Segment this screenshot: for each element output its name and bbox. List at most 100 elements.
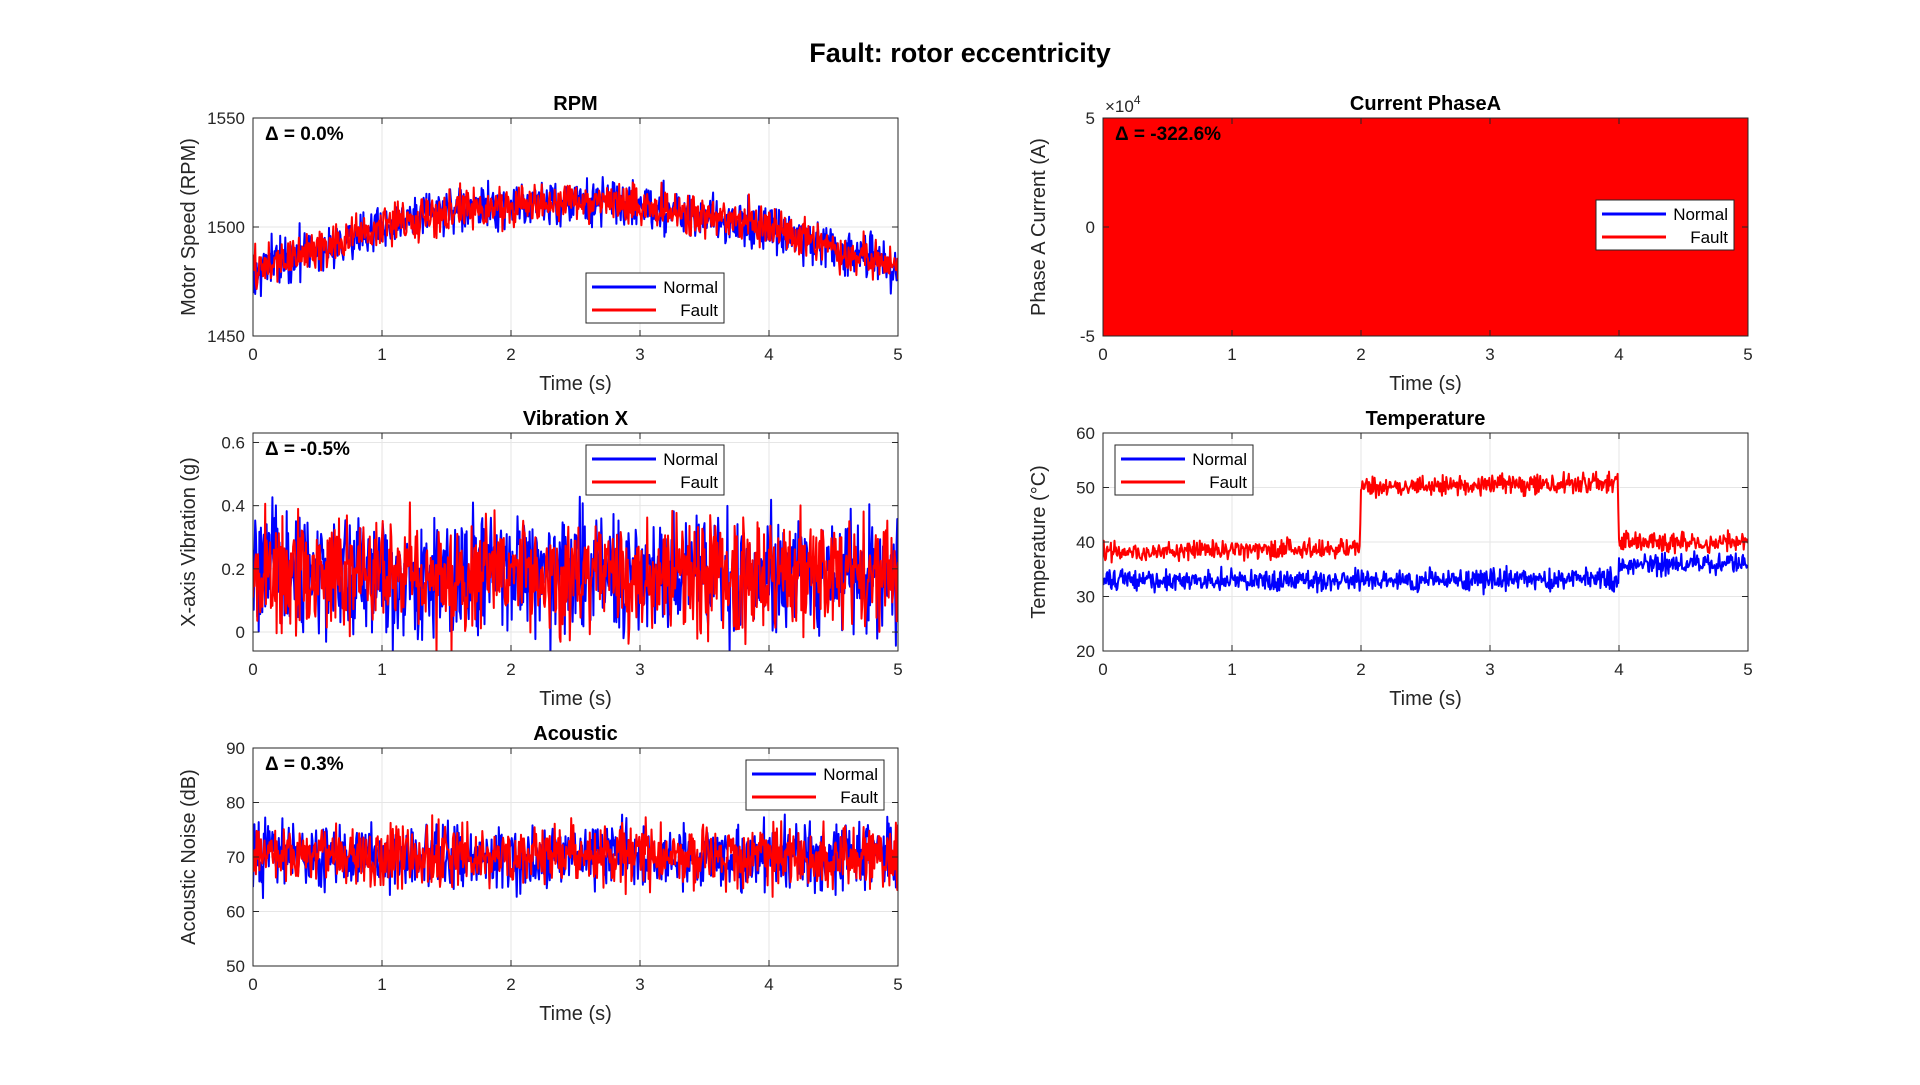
chart-title: Acoustic [533,723,617,745]
x-axis-label: Time (s) [1389,373,1462,395]
chart-vibx: 0 1 2 3 4 5 0 0.2 0.4 0.6 Vibration X Time (s) X-axi… [178,408,903,710]
x-tick-label: 0 [248,975,257,994]
x-tick-label: 4 [1614,660,1623,679]
axes-box [252,432,899,652]
x-tick-label: 2 [1356,345,1365,364]
y-tick-label: -5 [1080,327,1095,346]
y-tick-label: 50 [226,957,245,976]
series-line-fault [1103,118,1748,336]
y-tick-label: 5 [1086,109,1095,128]
legend-label-fault: Fault [1690,228,1728,247]
delta-annotation: Δ = 0.0% [265,124,344,145]
x-tick-label: 3 [635,660,644,679]
legend-label-normal: Normal [1192,450,1247,469]
x-tick-label: 2 [506,345,515,364]
x-axis-label: Time (s) [539,688,612,710]
chart-title: Temperature [1366,408,1486,430]
y-axis-label: Temperature (°C) [1028,465,1050,619]
chart-title: RPM [553,93,597,115]
legend-label-fault: Fault [1209,473,1247,492]
y-tick-label: 70 [226,848,245,867]
series-group [1103,470,1748,596]
x-axis-label: Time (s) [539,1003,612,1025]
legend-box [585,444,725,496]
x-tick-label: 0 [248,345,257,364]
legend: Normal Fault [585,444,725,496]
x-tick-label: 5 [1743,345,1752,364]
x-tick-label: 1 [1227,660,1236,679]
x-tick-label: 4 [764,345,773,364]
y-tick-label: 0.6 [221,433,245,452]
y-tick-label: 1450 [207,327,245,346]
series-line-fault [253,501,898,651]
x-tick-label: 5 [893,975,902,994]
x-tick-label: 0 [248,660,257,679]
series-line-fault [253,181,898,290]
series-line-fault [1103,470,1748,564]
x-tick-label: 4 [764,660,773,679]
x-tick-label: 4 [764,975,773,994]
chart-rpm: 0 1 2 3 4 5 1450 1500 1550 RPM Time (s) Motor Speed… [178,93,903,395]
delta-annotation: Δ = -0.5% [265,439,350,460]
x-tick-label: 1 [1227,345,1236,364]
x-tick-label: 4 [1614,345,1623,364]
y-tick-label: 0 [1086,218,1095,237]
x-tick-label: 0 [1098,660,1107,679]
x-tick-label: 0 [1098,345,1107,364]
chart-temp: 0 1 2 3 4 5 20 30 40 50 60 Temperature Time (s) Tempe… [1028,408,1753,710]
legend-box [745,759,885,811]
x-tick-label: 1 [377,660,386,679]
x-tick-label: 5 [893,660,902,679]
chart-acoustic: 0 1 2 3 4 5 50 60 70 80 90 Acoustic Time (s) Acoustic… [178,723,903,1025]
delta-annotation: Δ = -322.6% [1115,124,1221,145]
x-axis-label: Time (s) [539,373,612,395]
x-tick-label: 2 [1356,660,1365,679]
x-tick-label: 3 [1485,660,1494,679]
legend-box [1114,444,1254,496]
x-axis-label: Time (s) [1389,688,1462,710]
y-tick-label: 30 [1076,588,1095,607]
legend-label-normal: Normal [1673,205,1728,224]
y-tick-label: 20 [1076,642,1095,661]
series-group [253,176,898,298]
y-axis-label: Phase A Current (A) [1028,138,1050,316]
y-tick-label: 60 [226,903,245,922]
legend-label-fault: Fault [840,788,878,807]
chart-title: Vibration X [523,408,629,430]
legend: Normal Fault [1595,199,1735,251]
y-tick-label: 1500 [207,218,245,237]
legend: Normal Fault [1114,444,1254,496]
y-tick-label: 0 [236,623,245,642]
x-tick-label: 3 [635,975,644,994]
y-axis-label: Motor Speed (RPM) [178,138,200,316]
y-tick-label: 0.4 [221,497,245,516]
y-tick-label: 1550 [207,109,245,128]
y-axis-label: Acoustic Noise (dB) [178,769,200,945]
chart-title: Current PhaseA [1350,93,1501,115]
y-axis-label: X-axis Vibration (g) [178,457,200,627]
legend-label-fault: Fault [680,301,718,320]
x-tick-label: 3 [635,345,644,364]
y-scale-label: ×104 [1105,93,1141,116]
delta-annotation: Δ = 0.3% [265,754,344,775]
legend-label-normal: Normal [663,450,718,469]
series-line-fault [253,814,898,898]
y-tick-label: 90 [226,739,245,758]
figure-title: Fault: rotor eccentricity [809,38,1111,68]
legend-label-normal: Normal [663,278,718,297]
y-tick-label: 40 [1076,533,1095,552]
series-group [253,495,898,651]
y-tick-label: 80 [226,794,245,813]
x-tick-label: 5 [893,345,902,364]
legend-box [1595,199,1735,251]
series-line-normal [1103,550,1748,596]
y-tick-label: 60 [1076,424,1095,443]
x-tick-label: 1 [377,345,386,364]
legend: Normal Fault [745,759,885,811]
x-tick-label: 3 [1485,345,1494,364]
x-tick-label: 2 [506,975,515,994]
y-tick-label: 0.2 [221,560,245,579]
